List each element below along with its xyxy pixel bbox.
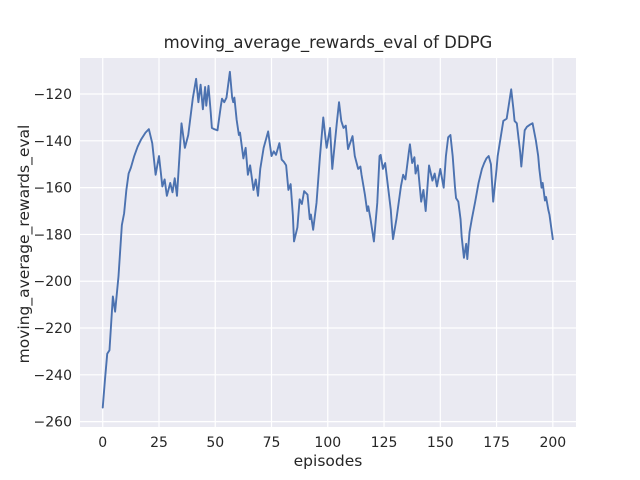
chart-title: moving_average_rewards_eval of DDPG (163, 33, 493, 52)
y-tick-label: −200 (34, 274, 72, 290)
y-axis-label: moving_average_rewards_eval (15, 124, 33, 364)
x-tick-label: 50 (206, 435, 224, 451)
x-tick-label: 25 (150, 435, 168, 451)
y-tick-label: −240 (34, 368, 72, 384)
series-line (101, 70, 554, 409)
y-tick-label: −180 (34, 227, 72, 243)
x-tick-label: 175 (483, 435, 510, 451)
x-tick-label: 150 (427, 435, 454, 451)
x-tick-label: 100 (314, 435, 341, 451)
x-tick-label: 200 (539, 435, 566, 451)
y-tick-label: −260 (34, 415, 72, 431)
x-tick-label: 0 (98, 435, 107, 451)
x-axis-label: episodes (293, 452, 363, 470)
y-tick-label: −140 (34, 134, 72, 150)
x-tick-label: 125 (371, 435, 398, 451)
y-tick-label: −120 (34, 87, 72, 103)
x-tick-label: 75 (263, 435, 281, 451)
y-tick-label: −160 (34, 181, 72, 197)
y-tick-label: −220 (34, 321, 72, 337)
